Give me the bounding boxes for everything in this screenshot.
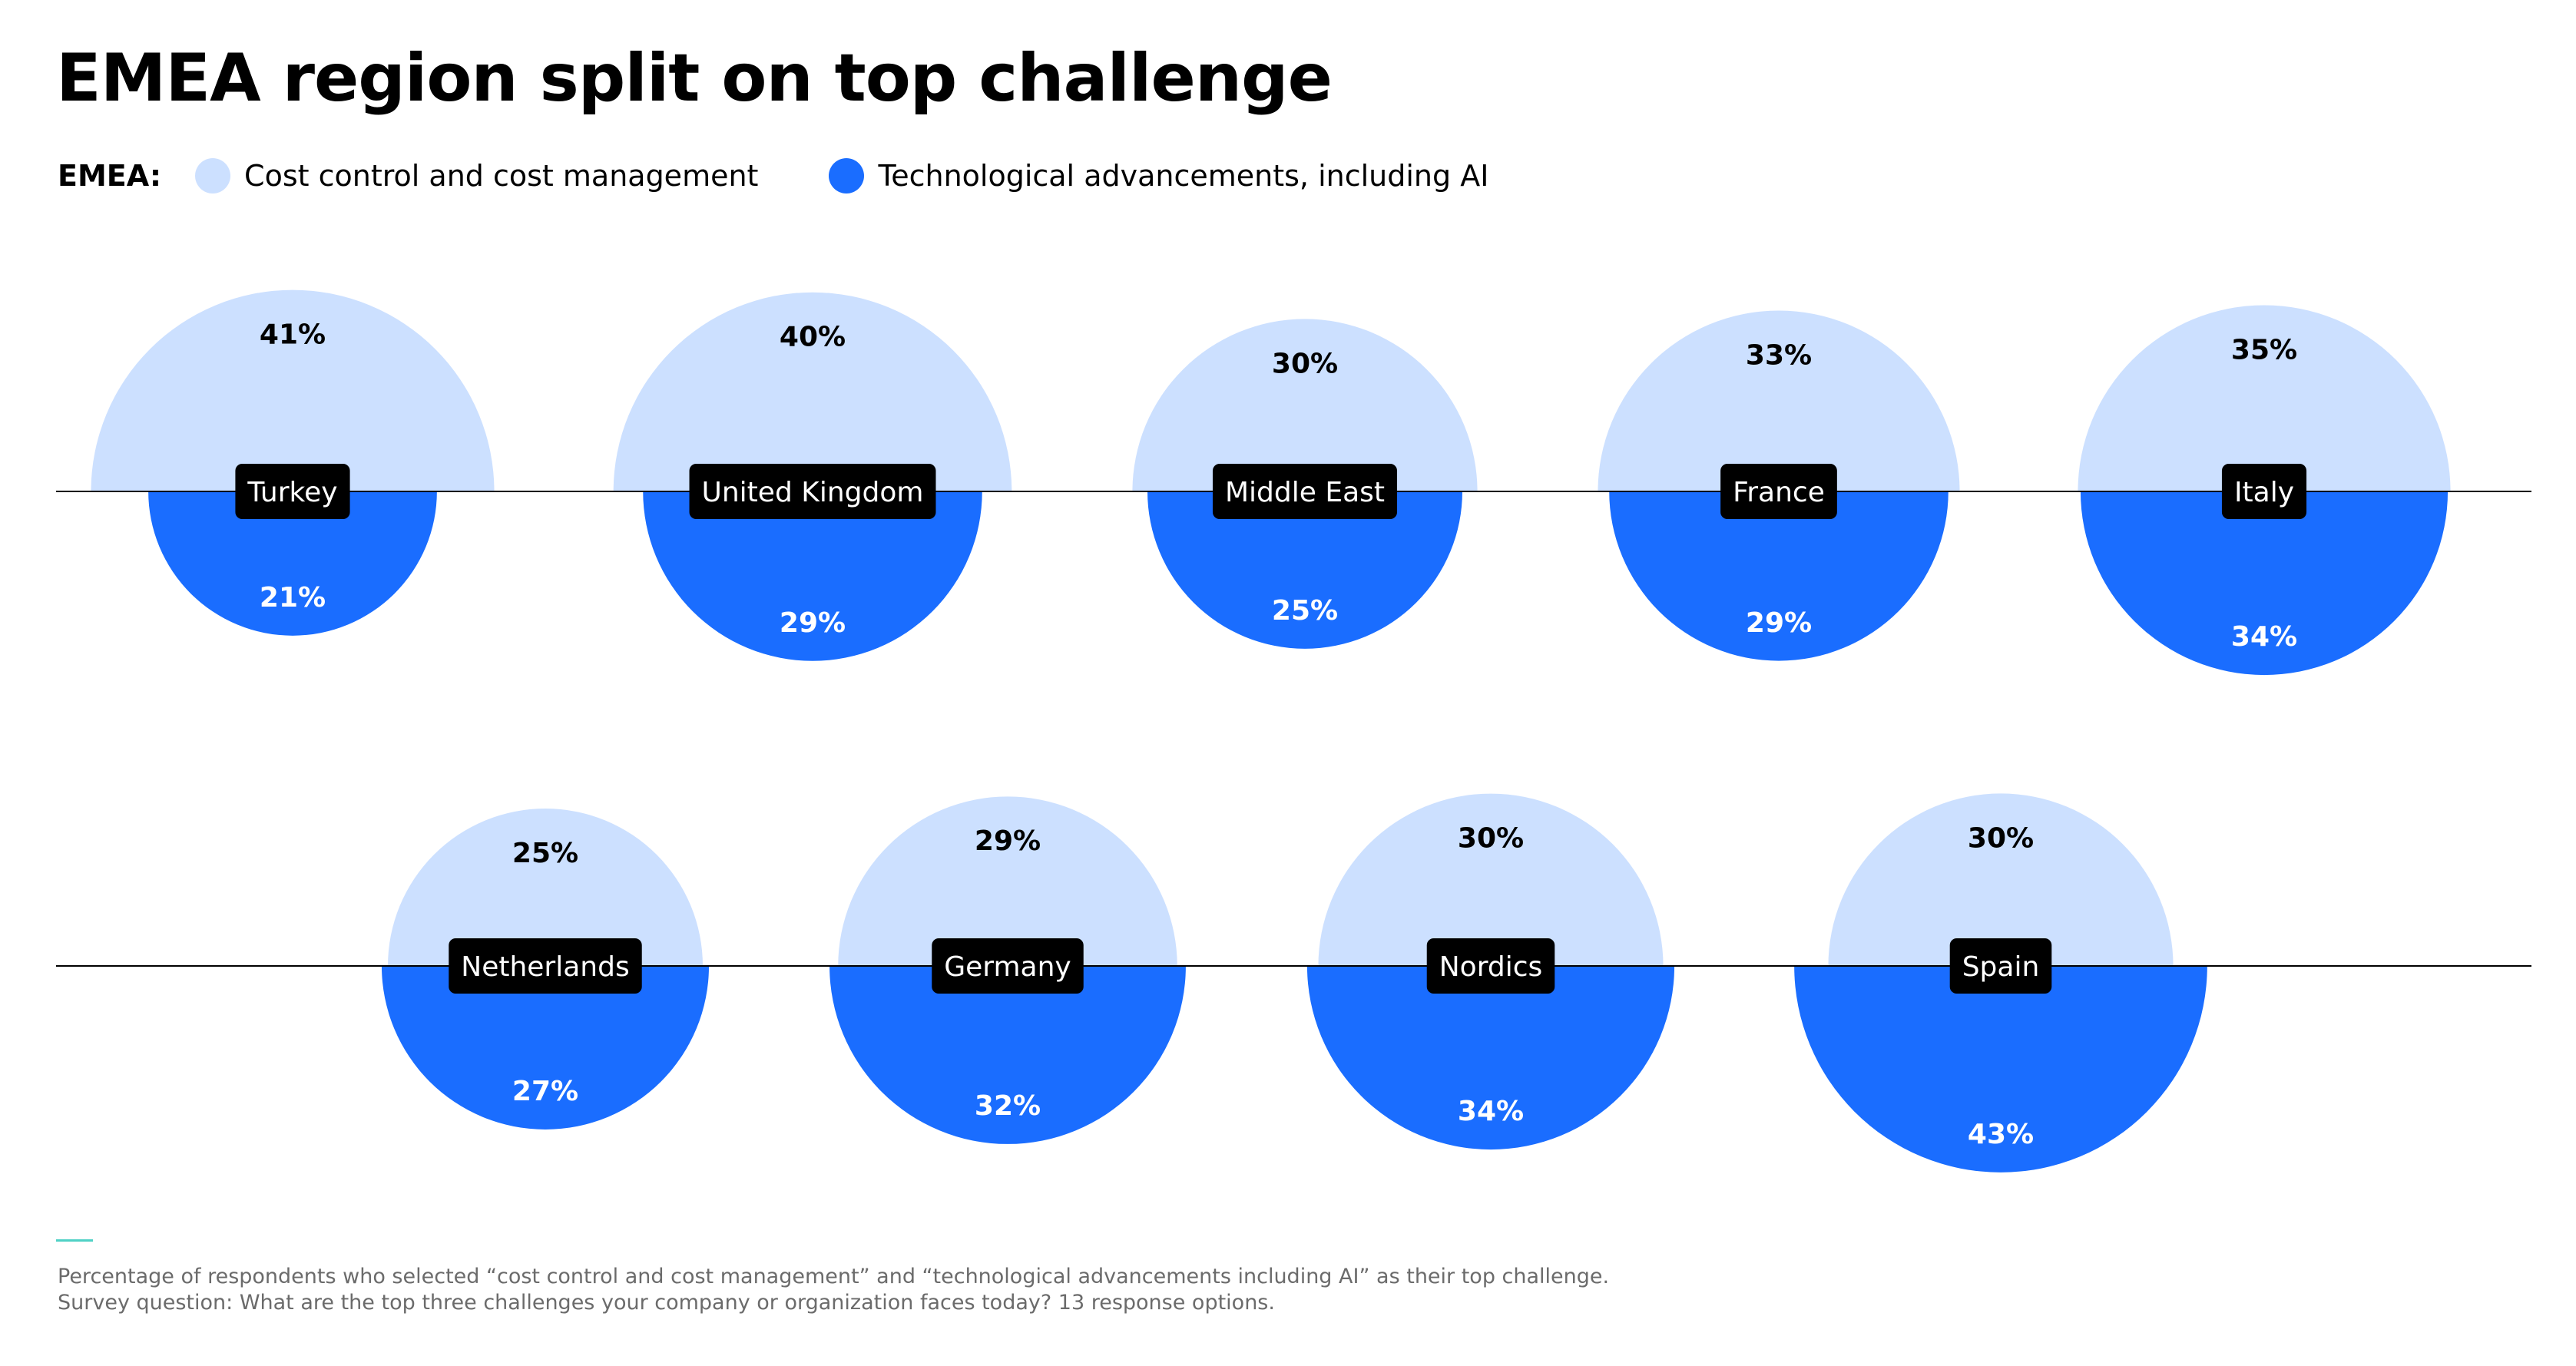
value-label-cost-control-netherlands: 25%	[512, 838, 578, 869]
value-label-tech-ai-spain: 43%	[1968, 1119, 2034, 1150]
half-circle-tech-ai-middle-east	[1147, 491, 1462, 649]
country-label-text-france: France	[1733, 477, 1825, 508]
legend-label-tech-ai: Technological advancements, including AI	[878, 159, 1489, 193]
half-circle-tech-ai-united-kingdom	[643, 491, 982, 661]
page-title: EMEA region split on top challenge	[56, 40, 1333, 117]
country-label-netherlands: Netherlands	[449, 938, 642, 994]
country-group-turkey: 41% 21%	[91, 289, 495, 636]
country-label-text-germany: Germany	[944, 951, 1071, 983]
half-circle-tech-ai-france	[1609, 491, 1949, 661]
country-label-nordics: Nordics	[1426, 938, 1555, 994]
value-label-cost-control-turkey: 41%	[260, 319, 326, 350]
half-circle-cost-control-netherlands	[388, 809, 703, 966]
legend-swatch-tech-ai	[829, 158, 865, 193]
country-label-box-germany	[932, 938, 1084, 994]
country-label-box-turkey	[235, 464, 350, 519]
legend-item-tech-ai: Technological advancements, including AI	[829, 158, 1488, 193]
chart-legend: EMEA: Cost control and cost management T…	[58, 158, 1559, 193]
half-circle-cost-control-middle-east	[1132, 319, 1478, 491]
country-label-box-spain	[1949, 938, 2052, 994]
value-label-cost-control-france: 33%	[1746, 339, 1812, 371]
country-group-spain: 30% 43%	[1794, 793, 2207, 1173]
value-label-cost-control-italy: 35%	[2231, 334, 2297, 365]
value-label-cost-control-middle-east: 30%	[1272, 348, 1338, 379]
country-label-box-nordics	[1426, 938, 1555, 994]
country-label-box-france	[1720, 464, 1837, 519]
value-label-cost-control-germany: 29%	[975, 825, 1041, 857]
legend-prefix: EMEA:	[58, 159, 162, 193]
country-label-italy: Italy	[2221, 464, 2307, 519]
country-group-italy: 35% 34%	[2078, 305, 2451, 676]
half-circle-tech-ai-germany	[829, 966, 1186, 1144]
value-label-tech-ai-nordics: 34%	[1458, 1096, 1524, 1127]
country-group-middle-east: 30% 25%	[1132, 319, 1478, 649]
half-circle-tech-ai-spain	[1794, 966, 2207, 1173]
country-label-text-spain: Spain	[1962, 951, 2040, 983]
country-group-united-kingdom: 40% 29%	[613, 292, 1012, 661]
footnote-line-2: Survey question: What are the top three …	[58, 1291, 1275, 1315]
half-circle-tech-ai-turkey	[148, 491, 437, 636]
country-label-box-middle-east	[1212, 464, 1398, 519]
value-label-tech-ai-turkey: 21%	[260, 582, 326, 614]
half-circle-cost-control-turkey	[91, 289, 495, 491]
country-label-middle-east: Middle East	[1212, 464, 1398, 519]
country-group-netherlands: 25% 27%	[381, 809, 710, 1130]
country-label-text-nordics: Nordics	[1439, 951, 1543, 983]
footnote-accent-line	[56, 1239, 93, 1242]
country-label-box-netherlands	[449, 938, 642, 994]
country-label-turkey: Turkey	[235, 464, 350, 519]
half-circle-tech-ai-nordics	[1306, 966, 1675, 1150]
country-label-text-middle-east: Middle East	[1225, 477, 1385, 508]
country-label-germany: Germany	[932, 938, 1084, 994]
half-circle-cost-control-nordics	[1318, 793, 1664, 966]
country-label-box-italy	[2221, 464, 2307, 519]
country-label-united-kingdom: United Kingdom	[689, 464, 936, 519]
value-label-tech-ai-germany: 32%	[975, 1090, 1041, 1122]
country-label-text-netherlands: Netherlands	[461, 951, 629, 983]
half-circle-cost-control-spain	[1828, 793, 2174, 966]
footnote-line-1: Percentage of respondents who selected “…	[58, 1265, 1610, 1288]
value-label-cost-control-nordics: 30%	[1458, 822, 1524, 854]
value-label-tech-ai-middle-east: 25%	[1272, 595, 1338, 627]
half-circle-tech-ai-italy	[2080, 491, 2449, 676]
country-group-france: 33% 29%	[1598, 310, 1960, 661]
value-label-cost-control-united-kingdom: 40%	[780, 322, 846, 353]
half-circle-cost-control-germany	[838, 796, 1177, 966]
value-label-tech-ai-france: 29%	[1746, 607, 1812, 639]
country-label-text-turkey: Turkey	[247, 477, 337, 508]
value-label-tech-ai-united-kingdom: 29%	[780, 607, 846, 639]
half-circle-cost-control-united-kingdom	[613, 292, 1012, 491]
country-label-text-united-kingdom: United Kingdom	[702, 477, 924, 508]
country-label-spain: Spain	[1949, 938, 2052, 994]
country-label-box-united-kingdom	[689, 464, 936, 519]
value-label-tech-ai-italy: 34%	[2231, 621, 2297, 653]
legend-label-cost-control: Cost control and cost management	[244, 159, 759, 193]
country-group-nordics: 30% 34%	[1306, 793, 1675, 1150]
half-circle-cost-control-france	[1598, 310, 1960, 491]
legend-swatch-cost-control	[195, 158, 231, 193]
country-label-france: France	[1720, 464, 1837, 519]
footnote: Percentage of respondents who selected “…	[58, 1264, 1609, 1316]
half-circle-tech-ai-netherlands	[381, 966, 710, 1130]
country-label-text-italy: Italy	[2234, 477, 2294, 508]
country-group-germany: 29% 32%	[829, 796, 1186, 1144]
legend-item-cost-control: Cost control and cost management	[195, 158, 758, 193]
value-label-tech-ai-netherlands: 27%	[512, 1076, 578, 1107]
value-label-cost-control-spain: 30%	[1968, 822, 2034, 854]
half-circle-cost-control-italy	[2078, 305, 2451, 491]
